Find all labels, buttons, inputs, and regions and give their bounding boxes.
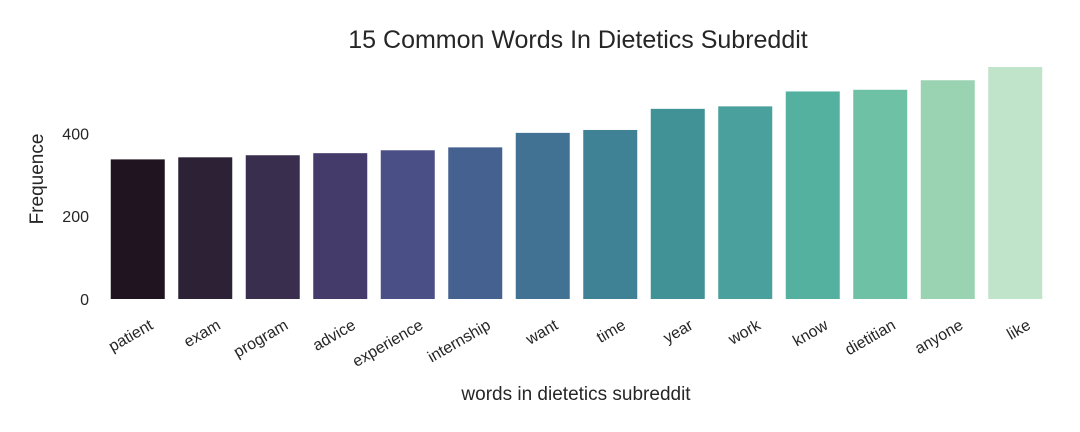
x-tick-label-time: time — [594, 317, 629, 347]
x-tick-label-like: like — [1004, 317, 1033, 344]
x-tick-label-work: work — [725, 316, 764, 349]
y-axis-label: Frequence — [27, 134, 48, 225]
bar-like — [988, 67, 1043, 299]
bar-advice — [313, 153, 368, 299]
x-tick-label-advice: advice — [310, 317, 359, 355]
x-tick-label-dietitian: dietitian — [842, 317, 898, 359]
x-tick-label-know: know — [790, 317, 831, 351]
y-tick-label-0: 0 — [80, 292, 89, 309]
bar-patient — [110, 159, 165, 299]
x-axis-label: words in dietetics subreddit — [460, 384, 691, 405]
bar-experience — [380, 150, 435, 299]
bar-internship — [448, 147, 503, 299]
bar-exam — [178, 157, 233, 299]
bar-want — [515, 132, 570, 299]
x-tick-label-year: year — [661, 316, 697, 347]
x-tick-label-want: want — [523, 317, 562, 349]
y-tick-label-200: 200 — [62, 209, 89, 226]
bars-group — [110, 67, 1043, 300]
bar-anyone — [920, 80, 975, 299]
chart-title: 15 Common Words In Dietetics Subreddit — [348, 26, 808, 54]
x-tick-label-patient: patient — [106, 317, 157, 356]
bar-time — [583, 129, 638, 299]
x-tick-label-experience: experience — [350, 317, 426, 371]
x-tick-label-anyone: anyone — [912, 317, 966, 358]
y-axis-ticks: 0 200 400 — [62, 126, 89, 309]
bar-year — [650, 108, 705, 299]
x-tick-label-program: program — [231, 317, 291, 362]
bar-know — [785, 91, 840, 299]
x-tick-label-internship: internship — [425, 317, 494, 366]
bar-dietitian — [853, 89, 908, 300]
y-tick-label-400: 400 — [62, 126, 89, 143]
bar-program — [245, 155, 300, 299]
bar-work — [718, 106, 773, 299]
x-tick-label-exam: exam — [181, 317, 223, 351]
x-axis-ticks: patient exam program adviceexperienceintern… — [106, 316, 1034, 370]
